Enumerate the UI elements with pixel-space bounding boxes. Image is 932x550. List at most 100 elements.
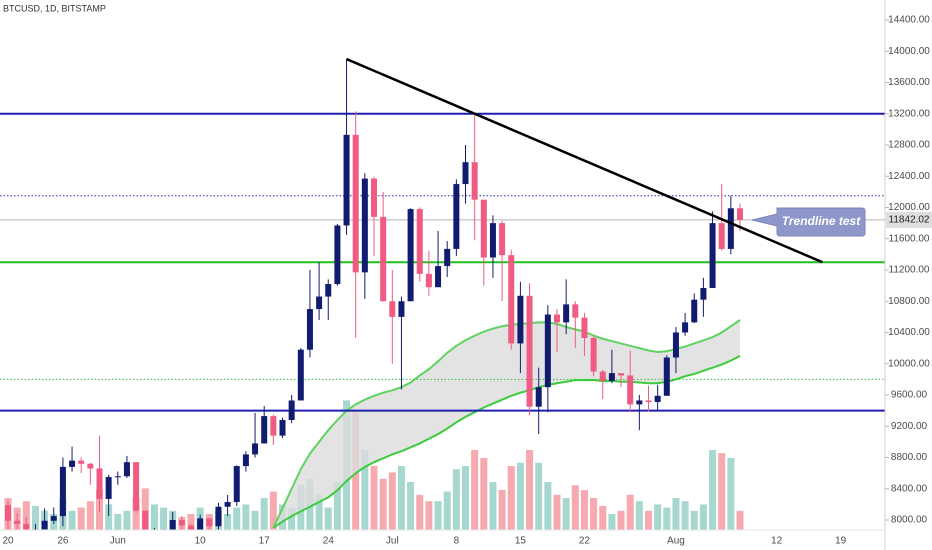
candle-body (480, 199, 487, 258)
x-tick-label: 15 (515, 536, 527, 547)
candle-body (96, 468, 103, 499)
candle-body (544, 314, 551, 388)
candle-body (233, 466, 240, 503)
x-tick-label: 12 (771, 536, 783, 547)
volume-bar (68, 510, 76, 530)
volume-bar (150, 504, 158, 530)
x-tick-label: 19 (835, 536, 847, 547)
candle-body (69, 460, 76, 467)
x-tick-label: 24 (323, 536, 335, 547)
y-tick-label: 10000.00 (888, 358, 930, 369)
candle-body (50, 516, 57, 521)
candle-body (14, 520, 21, 524)
candle-body (590, 337, 597, 372)
volume-bar (31, 506, 39, 530)
candle-body (252, 443, 259, 455)
x-tick-label: Jun (110, 536, 126, 547)
candle-body (718, 223, 725, 249)
x-tick-label: Aug (667, 536, 685, 547)
volume-bar (580, 490, 588, 530)
volume-bar (242, 504, 250, 530)
annotation-callout (751, 207, 866, 237)
volume-bar (608, 514, 616, 530)
upper-band-line (272, 319, 741, 529)
volume-bar (361, 450, 369, 530)
volume-bar (718, 453, 726, 530)
candle-body (425, 273, 432, 288)
chart-title: BTCUSD, 1D, BITSTAMP (3, 3, 106, 13)
volume-bar (526, 450, 534, 530)
volume-bar (571, 485, 579, 530)
x-tick-label: 17 (259, 536, 271, 547)
candle-body (737, 208, 743, 220)
y-tick-label: 13200.00 (888, 108, 930, 119)
volume-bar (736, 510, 744, 530)
candle-body (682, 322, 689, 333)
candle-body (242, 454, 249, 467)
volume-bar (379, 478, 387, 530)
candle-body (453, 184, 460, 249)
y-tick-label: 10800.00 (888, 296, 930, 307)
volume-bar (452, 469, 460, 530)
y-tick-label: 8400.00 (891, 483, 928, 494)
volume-bar (690, 510, 698, 530)
volume-bar (462, 466, 469, 530)
candle-body (636, 400, 643, 405)
volume-bar (260, 498, 268, 530)
y-tick-label: 11200.00 (889, 265, 930, 276)
volume-bar (654, 504, 662, 530)
last-price-label: 11842.02 (889, 214, 930, 225)
candle-body (161, 535, 167, 537)
y-tick-label: 12400.00 (888, 171, 930, 182)
volume-bar (22, 501, 30, 530)
candle-body (261, 416, 268, 444)
volume-bar (535, 462, 543, 530)
volume-bar (370, 466, 378, 530)
candle-body (499, 223, 506, 256)
trendline (346, 57, 823, 264)
volume-bar (132, 498, 140, 530)
volume-bar (388, 472, 396, 530)
volume-bar (407, 482, 415, 530)
y-tick-label: 14000.00 (888, 46, 930, 57)
candle-body (133, 462, 140, 511)
candle-body (224, 502, 231, 507)
volume-bar (443, 491, 451, 530)
candle-body (389, 301, 396, 317)
volume-bar (699, 504, 707, 530)
volume-bar (224, 514, 232, 530)
candle-body (398, 301, 405, 317)
y-tick-label: 12800.00 (888, 140, 930, 151)
volume-bar (507, 466, 515, 530)
volume-bar (333, 482, 341, 530)
candle-body (215, 506, 222, 527)
candle-body (462, 162, 469, 185)
x-tick-label: 26 (57, 536, 69, 547)
volume-bar (590, 498, 598, 530)
candle-body (618, 373, 625, 376)
volume-bar (141, 488, 149, 530)
candle-body (645, 400, 652, 403)
volume-bar (288, 507, 296, 530)
candle-body (352, 134, 359, 273)
candle-body (535, 387, 542, 407)
candle-body (206, 518, 213, 527)
candle-body (380, 216, 387, 302)
volume-bar (709, 450, 717, 530)
volume-bar (425, 501, 433, 530)
volume-bar (114, 514, 122, 530)
candle-body (572, 304, 579, 318)
candle-body (334, 225, 341, 285)
candle-body (517, 295, 524, 344)
candle-body (279, 420, 286, 436)
volume-bar (617, 510, 625, 530)
plot-area (0, 57, 885, 537)
x-tick-label: 22 (579, 536, 591, 547)
candle-body (316, 296, 323, 310)
candle-body (627, 375, 634, 405)
volume-bar (681, 501, 689, 530)
volume-bar (544, 482, 552, 530)
y-tick-label: 11600.00 (889, 233, 930, 244)
volume-bar (663, 507, 671, 530)
